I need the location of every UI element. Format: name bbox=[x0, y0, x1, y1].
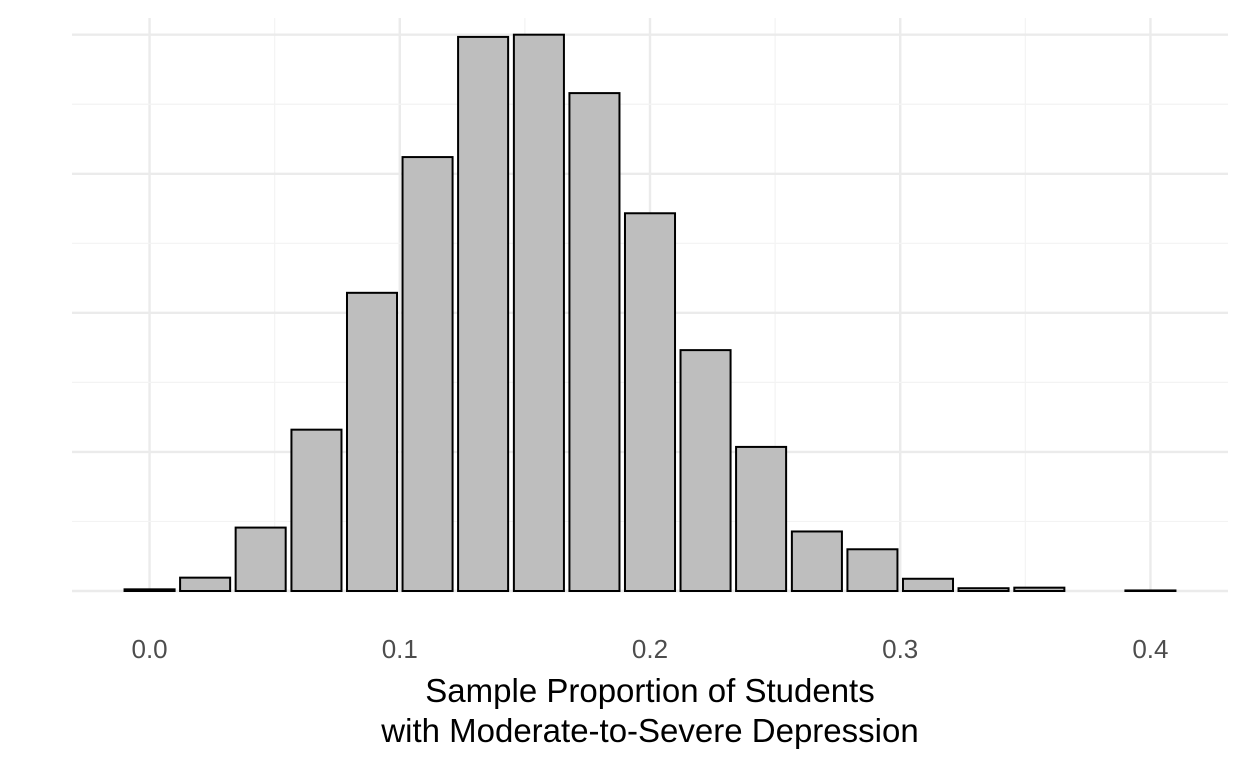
x-tick-label: 0.1 bbox=[382, 634, 418, 664]
histogram-bar bbox=[790, 530, 843, 592]
histogram-bar bbox=[735, 445, 788, 592]
x-tick-label: 0.0 bbox=[131, 634, 167, 664]
histogram-bar bbox=[179, 576, 232, 593]
bars bbox=[123, 33, 1177, 593]
histogram-bar bbox=[123, 588, 176, 592]
histogram-bar bbox=[623, 212, 677, 592]
histogram-bar bbox=[957, 587, 1010, 592]
x-tick-label: 0.3 bbox=[882, 634, 918, 664]
histogram-bar bbox=[457, 35, 510, 593]
histogram-bar bbox=[846, 548, 899, 592]
histogram-bar bbox=[345, 291, 399, 592]
histogram-bar bbox=[401, 156, 454, 592]
x-tick-label: 0.2 bbox=[632, 634, 668, 664]
histogram-bar bbox=[512, 33, 565, 592]
histogram-bar bbox=[1013, 586, 1066, 592]
histogram-bar bbox=[290, 428, 343, 592]
histogram-bar bbox=[679, 349, 732, 592]
x-axis-ticks: 0.0 0.1 0.2 0.3 0.4 bbox=[131, 634, 1168, 664]
histogram-bar bbox=[234, 526, 287, 592]
x-axis-title-line-1: Sample Proportion of Students bbox=[425, 672, 874, 709]
histogram-bar bbox=[1124, 589, 1177, 592]
x-tick-label: 0.4 bbox=[1132, 634, 1168, 664]
x-axis-title-line-2: with Moderate-to-Severe Depression bbox=[380, 712, 918, 749]
histogram-bar bbox=[568, 92, 621, 593]
histogram-bar bbox=[901, 577, 955, 593]
